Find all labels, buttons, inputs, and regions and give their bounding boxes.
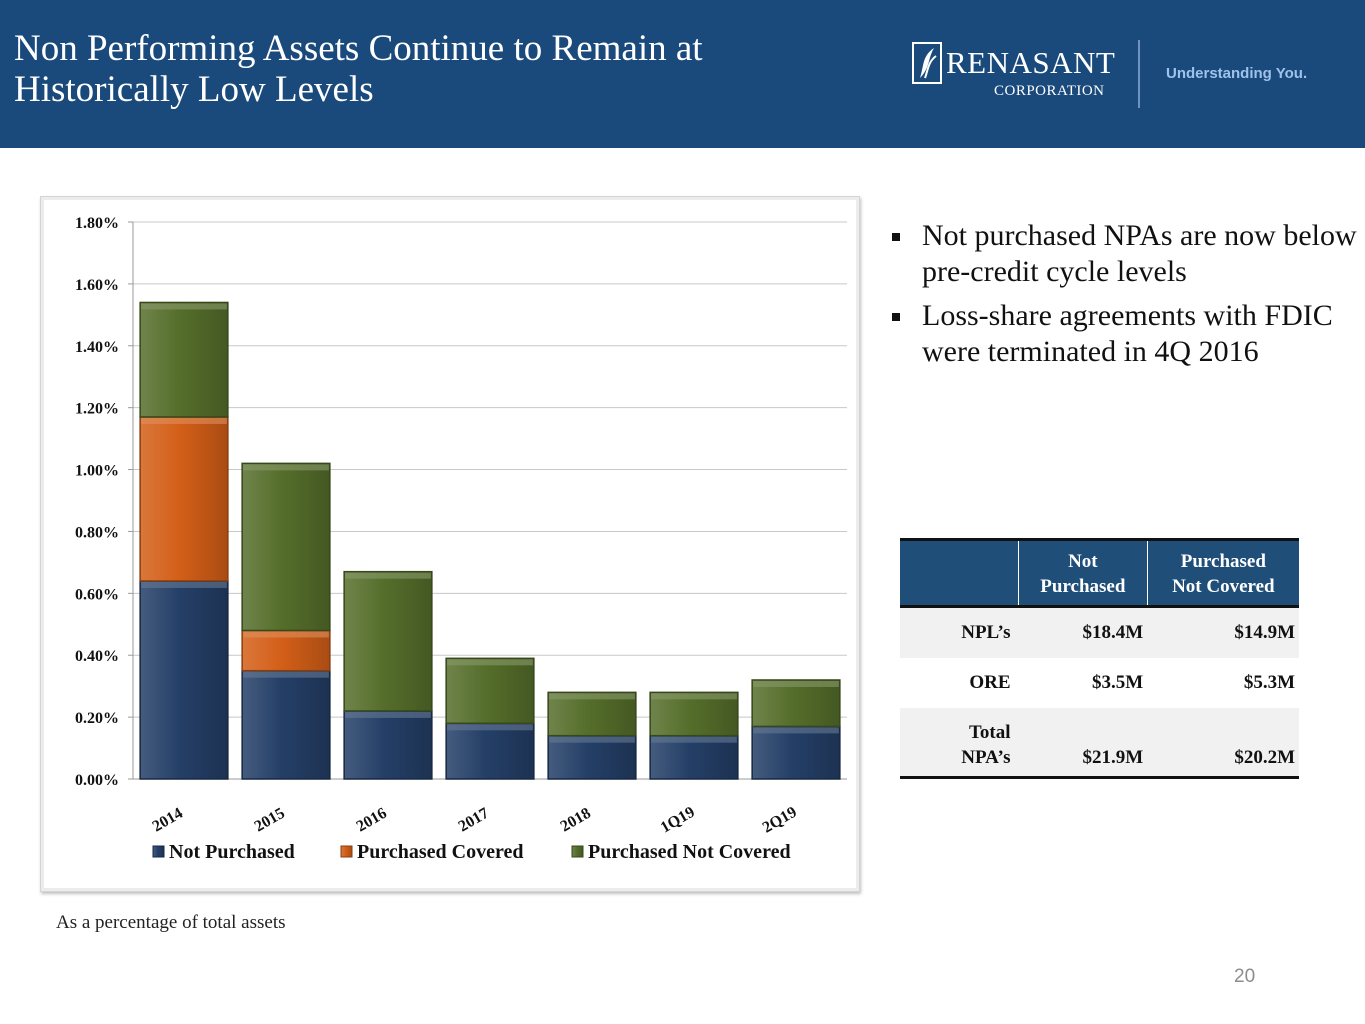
bar-segment-highlight xyxy=(345,572,431,579)
row-label-line: Total xyxy=(968,722,1011,743)
bar-segment-highlight xyxy=(753,680,839,687)
x-tick-label: 2018 xyxy=(558,805,594,836)
legend-label: Purchased Covered xyxy=(357,841,523,863)
table-header-row: Not Purchased Purchased Not Covered xyxy=(900,538,1299,608)
row-label: ORE xyxy=(969,672,1011,693)
x-tick-label: 2015 xyxy=(252,805,288,836)
title-line-2: Historically Low Levels xyxy=(14,69,374,110)
bar-segment-highlight xyxy=(141,581,227,588)
bar-segment-highlight xyxy=(651,736,737,743)
bar-segment-not-purchased xyxy=(139,580,229,780)
bar-segment-purchased-not-covered xyxy=(241,462,331,632)
x-tick-label: 1Q19 xyxy=(658,804,698,837)
x-tick-label: 2Q19 xyxy=(760,804,800,837)
bar-segment-purchased-covered xyxy=(139,416,229,582)
row-label-line: NPA’s xyxy=(961,747,1011,768)
y-tick-label: 1.80% xyxy=(75,215,119,232)
table-header-blank xyxy=(900,538,1019,608)
bar-segment-purchased-not-covered xyxy=(547,691,637,737)
header-text: Not xyxy=(1068,551,1098,572)
table-row: ORE $3.5M $5.3M xyxy=(900,658,1299,708)
row-label: Total NPA’s xyxy=(900,708,1019,779)
title-line-1: Non Performing Assets Continue to Remain… xyxy=(14,28,703,69)
bullet-item: Not purchased NPAs are now below pre-cre… xyxy=(888,218,1358,290)
bar-segment-highlight xyxy=(549,736,635,743)
y-tick-label: 0.60% xyxy=(75,586,119,603)
column-header-purchased-not-covered: Purchased Not Covered xyxy=(1147,538,1299,608)
x-tick-label: 2016 xyxy=(354,805,390,836)
legend-swatch xyxy=(571,845,584,858)
chart-frame: 0.00% 0.20% 0.40% 0.60% 0.80% 1.00% 1.20% 1.40%… xyxy=(40,196,860,892)
legend-label: Purchased Not Covered xyxy=(588,841,791,863)
page-number: 20 xyxy=(1234,966,1256,987)
legend-label: Not Purchased xyxy=(169,841,295,863)
bar-segment-highlight xyxy=(141,417,227,424)
footnote: As a percentage of total assets xyxy=(56,912,286,933)
y-tick-label: 0.00% xyxy=(75,772,119,789)
legend-swatch xyxy=(152,845,165,858)
page-title: Non Performing Assets Continue to Remain… xyxy=(14,28,703,110)
bar-segment-highlight xyxy=(243,464,329,471)
bar-segment-purchased-not-covered xyxy=(343,570,433,712)
cell-purchased-not-covered: $5.3M xyxy=(1243,672,1295,693)
logo-corporation: CORPORATION xyxy=(994,83,1105,99)
bullet-text: Loss-share agreements with FDIC were ter… xyxy=(922,299,1333,368)
npa-stacked-bar-chart: 0.00% 0.20% 0.40% 0.60% 0.80% 1.00% 1.20% 1.40%… xyxy=(75,215,847,863)
y-tick-label: 1.40% xyxy=(75,339,119,356)
table-row: NPL’s $18.4M $14.9M xyxy=(900,606,1299,658)
bar-segment-not-purchased xyxy=(343,710,433,780)
bar-segment-not-purchased xyxy=(445,722,535,780)
bar-segment-highlight xyxy=(447,724,533,731)
bullet-item: Loss-share agreements with FDIC were ter… xyxy=(888,298,1358,370)
x-tick-label: 2014 xyxy=(150,805,186,836)
header-text: Not Covered xyxy=(1172,576,1275,597)
y-tick-label: 0.40% xyxy=(75,648,119,665)
bar-segment-highlight xyxy=(447,659,533,666)
bar-segment-highlight xyxy=(141,303,227,310)
bar-segment-highlight xyxy=(651,693,737,700)
table-row-total: Total NPA’s $21.9M $20.2M xyxy=(900,708,1299,779)
bar-segment-purchased-not-covered xyxy=(649,691,739,737)
header-text: Purchased xyxy=(1040,576,1126,597)
bar-segment-purchased-not-covered xyxy=(445,657,535,725)
square-bullet-icon xyxy=(892,313,900,321)
npa-summary-table: Not Purchased Purchased Not Covered NPL’s … xyxy=(900,538,1299,779)
bullet-list: Not purchased NPAs are now below pre-cre… xyxy=(888,218,1358,378)
logo-tagline: Understanding You. xyxy=(1166,65,1308,82)
column-header-not-purchased: Not Purchased xyxy=(1018,538,1148,608)
renasant-logo: RENASANT CORPORATION Understanding You. xyxy=(910,38,1330,110)
bar-segment-not-purchased xyxy=(241,669,331,780)
cell-purchased-not-covered: $20.2M xyxy=(1147,708,1299,779)
logo-emblem-icon xyxy=(912,42,942,84)
bar-segment-highlight xyxy=(243,631,329,638)
y-tick-label: 1.60% xyxy=(75,277,119,294)
legend-swatch xyxy=(340,845,353,858)
bar-segment-purchased-not-covered xyxy=(751,679,841,728)
row-label: NPL’s xyxy=(900,606,1019,658)
cell-purchased-not-covered: $14.9M xyxy=(1147,606,1299,658)
bullet-text: Not purchased NPAs are now below pre-cre… xyxy=(922,219,1357,288)
x-tick-label: 2017 xyxy=(456,805,492,836)
header-text: Purchased xyxy=(1180,551,1266,572)
bar-segment-not-purchased xyxy=(751,725,841,780)
cell-not-purchased: $18.4M xyxy=(1018,606,1148,658)
y-tick-label: 0.80% xyxy=(75,524,119,541)
bar-segment-highlight xyxy=(549,693,635,700)
y-tick-label: 1.20% xyxy=(75,401,119,418)
square-bullet-icon xyxy=(892,233,900,241)
cell-not-purchased: $21.9M xyxy=(1018,708,1148,779)
y-tick-label: 1.00% xyxy=(75,463,119,480)
logo-divider xyxy=(1138,40,1140,108)
header-banner: Non Performing Assets Continue to Remain… xyxy=(0,0,1365,148)
cell-not-purchased: $3.5M xyxy=(1092,672,1144,693)
y-tick-label: 0.20% xyxy=(75,710,119,727)
logo-name: RENASANT xyxy=(946,45,1116,80)
bar-segment-highlight xyxy=(345,711,431,718)
bar-segment-highlight xyxy=(753,727,839,734)
bar-segment-highlight xyxy=(243,671,329,678)
bar-segment-purchased-not-covered xyxy=(139,301,229,418)
